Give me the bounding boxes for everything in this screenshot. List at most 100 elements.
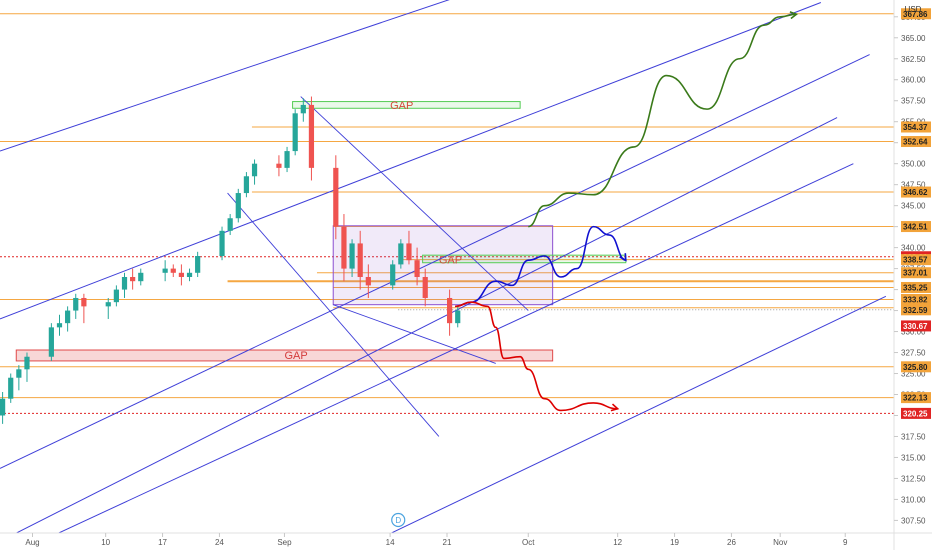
candle[interactable] <box>219 226 225 261</box>
candle[interactable] <box>130 268 136 290</box>
candle[interactable] <box>235 188 241 223</box>
candle[interactable] <box>284 146 290 173</box>
candle[interactable] <box>398 239 404 269</box>
candle[interactable] <box>16 365 22 391</box>
candle[interactable] <box>333 155 339 240</box>
candle[interactable] <box>357 230 363 290</box>
price-label[interactable]: 335.25 <box>901 281 931 293</box>
candle[interactable] <box>65 306 71 332</box>
price-tick-label: 345.00 <box>901 202 926 211</box>
candle[interactable] <box>300 98 306 122</box>
event-marker-label: D <box>395 516 401 525</box>
candle[interactable] <box>390 260 396 290</box>
candle-body <box>170 268 176 273</box>
time-tick-label: Aug <box>25 538 39 547</box>
price-tick-label: 362.50 <box>901 55 926 64</box>
candle[interactable] <box>178 264 185 286</box>
candle[interactable] <box>251 159 258 185</box>
candle-body <box>390 264 396 286</box>
candle-body <box>284 151 290 168</box>
candle-body <box>398 243 404 265</box>
price-label[interactable]: 322.13 <box>901 392 931 404</box>
projection-path-red[interactable] <box>455 301 618 412</box>
candle[interactable] <box>406 230 412 265</box>
candle[interactable] <box>186 268 193 282</box>
channel-line[interactable] <box>8 117 838 538</box>
gap-box[interactable] <box>15 349 554 362</box>
fan-line[interactable] <box>300 96 529 311</box>
projection-path-green[interactable] <box>528 13 797 228</box>
price-label[interactable]: 330.67 <box>901 320 931 332</box>
candle[interactable] <box>121 272 128 298</box>
candle-body <box>0 398 6 416</box>
candle-body <box>8 377 14 399</box>
channel-line[interactable] <box>374 295 887 541</box>
price-label-text: 352.64 <box>903 138 928 147</box>
price-label[interactable]: 346.62 <box>901 186 931 198</box>
candle[interactable] <box>308 96 315 181</box>
candle-body <box>56 323 63 328</box>
candle-body <box>300 104 306 114</box>
channel-line[interactable] <box>0 54 870 469</box>
candle[interactable] <box>105 297 111 319</box>
candle[interactable] <box>48 323 54 361</box>
channel-line[interactable] <box>0 0 585 152</box>
candle[interactable] <box>56 314 63 336</box>
candle[interactable] <box>455 306 461 328</box>
candle[interactable] <box>243 172 250 198</box>
candle[interactable] <box>365 264 371 298</box>
time-tick-label: 24 <box>215 538 224 547</box>
candle-body <box>308 104 315 168</box>
price-label[interactable]: 342.51 <box>901 221 931 233</box>
candle[interactable] <box>138 268 144 286</box>
price-label[interactable]: 367.86 <box>901 8 931 20</box>
event-marker[interactable]: D <box>391 512 406 528</box>
candle[interactable] <box>341 214 347 282</box>
fan-line[interactable] <box>227 192 440 437</box>
candle[interactable] <box>447 289 453 336</box>
price-label[interactable]: 354.37 <box>901 121 931 133</box>
time-tick-label: Sep <box>277 538 292 547</box>
projection-path-blue[interactable] <box>455 225 627 308</box>
price-label[interactable]: 337.01 <box>901 267 931 279</box>
candle[interactable] <box>0 391 6 424</box>
candle[interactable] <box>195 251 201 277</box>
range-rectangle[interactable] <box>332 225 554 306</box>
candle[interactable] <box>24 352 30 382</box>
candle[interactable] <box>113 285 119 307</box>
price-label[interactable]: 333.82 <box>901 293 931 305</box>
candle[interactable] <box>73 293 79 319</box>
candle-body <box>235 193 241 219</box>
candle[interactable] <box>227 214 233 236</box>
candle[interactable] <box>414 247 420 286</box>
price-label[interactable]: 332.59 <box>901 304 931 316</box>
price-label-background <box>901 281 931 293</box>
candle[interactable] <box>292 109 298 156</box>
channel-line[interactable] <box>0 2 822 320</box>
price-label[interactable]: 325.80 <box>901 361 931 373</box>
gap-box[interactable] <box>292 101 521 109</box>
price-label[interactable]: 338.57 <box>901 254 931 266</box>
candle[interactable] <box>276 155 282 177</box>
currency-label[interactable]: USD <box>905 5 922 14</box>
candle[interactable] <box>170 264 176 277</box>
candle[interactable] <box>349 239 355 277</box>
fan-line[interactable] <box>333 304 496 364</box>
time-tick-label: 14 <box>386 538 395 547</box>
candle-body <box>276 163 282 168</box>
candle-body <box>162 268 168 273</box>
price-label-background <box>901 392 931 404</box>
time-axis[interactable]: Aug 10 17 24 Sep 14 21 Oct 12 19 26 Nov 9 <box>25 533 848 547</box>
channel-line[interactable] <box>41 163 854 542</box>
candle[interactable] <box>422 268 428 307</box>
event-marker-circle <box>391 512 406 528</box>
price-label[interactable]: 352.64 <box>901 136 931 148</box>
price-axis[interactable]: 307.50310.00312.50315.00317.50320.00322.… <box>894 8 931 525</box>
plot-area[interactable]: GAP GAP GAP D <box>0 0 894 541</box>
candle[interactable] <box>162 260 168 282</box>
candle[interactable] <box>8 373 14 403</box>
candle[interactable] <box>81 293 87 324</box>
price-label[interactable]: 320.25 <box>901 407 931 419</box>
candle-body <box>292 113 298 152</box>
